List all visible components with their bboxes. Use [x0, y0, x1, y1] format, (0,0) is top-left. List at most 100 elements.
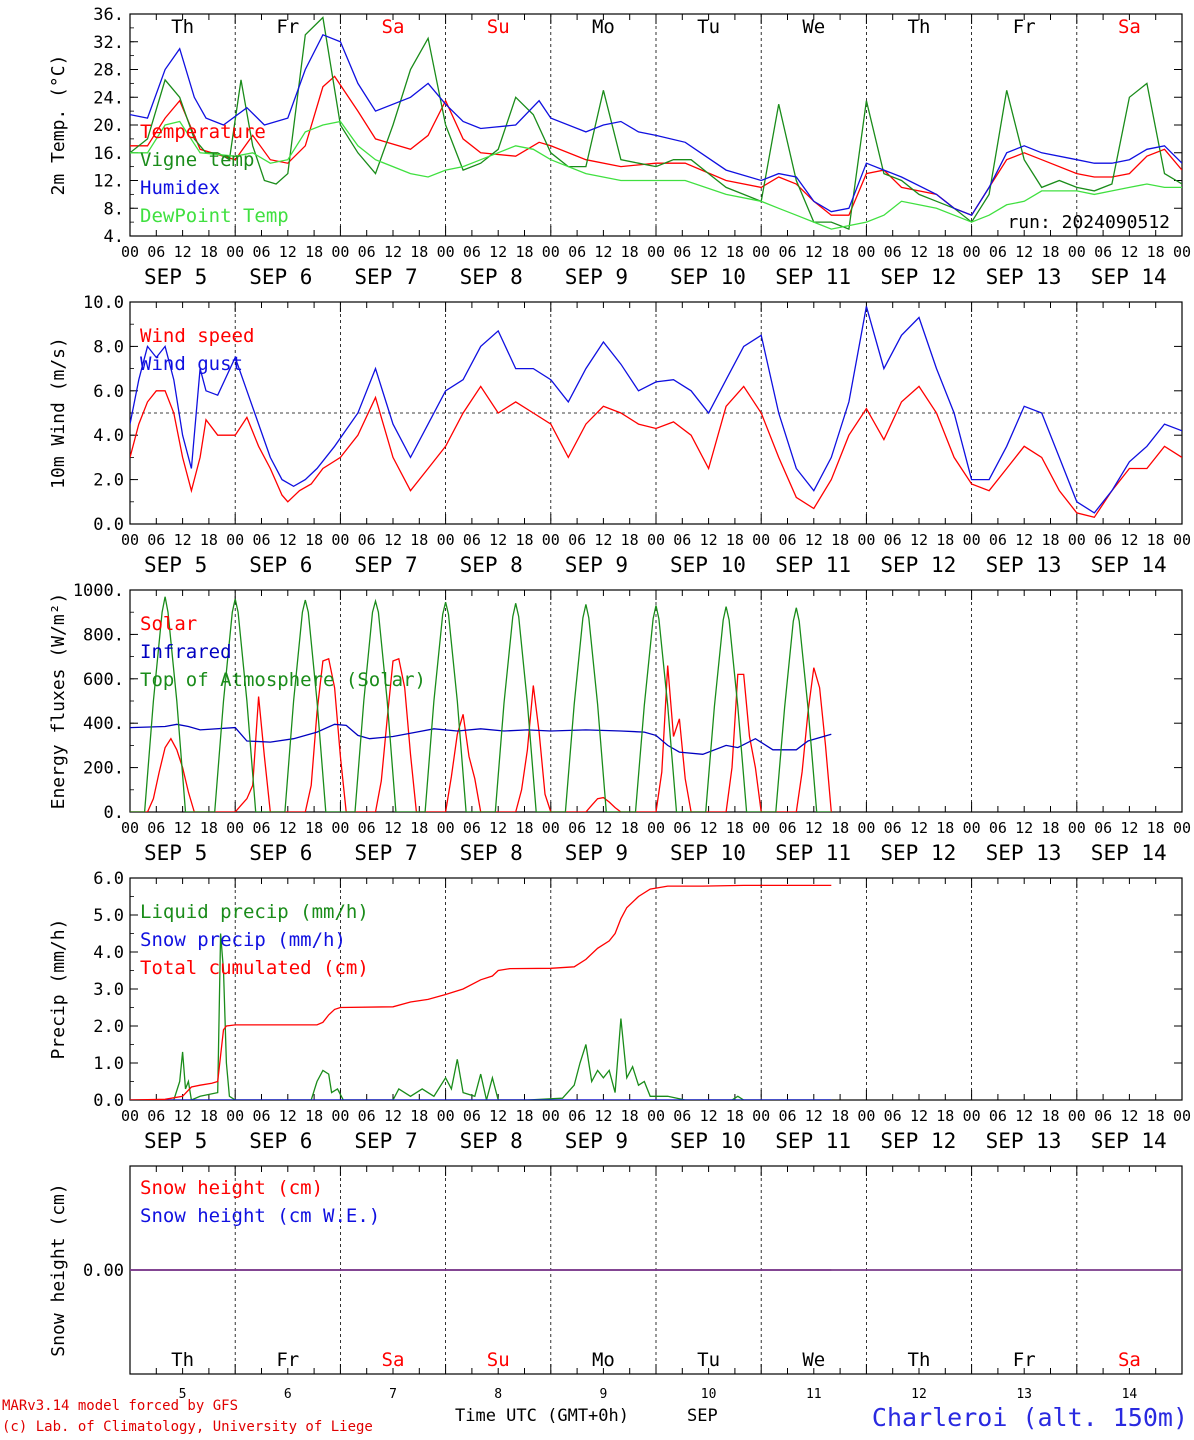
x-hour-label: 00 [1068, 819, 1086, 837]
x-date-label: SEP 11 [775, 1129, 851, 1153]
x-hour-label: 18 [515, 819, 533, 837]
x-hour-label: 06 [568, 531, 586, 549]
x-hour-label: 00 [226, 1107, 244, 1125]
x-hour-label: 18 [200, 819, 218, 837]
x-hour-label: 06 [989, 819, 1007, 837]
x-hour-label: 00 [331, 1107, 349, 1125]
y-tick-label: 24. [93, 88, 124, 108]
model-credit-line-1: MARv3.14 model forced by GFS [2, 1398, 239, 1414]
y-tick-label: 12. [93, 172, 124, 192]
x-date-label: SEP 7 [354, 841, 417, 865]
x-date-label: SEP 5 [144, 265, 207, 289]
x-hour-label: 12 [489, 819, 507, 837]
x-hour-label: 06 [778, 531, 796, 549]
x-date-label: SEP 6 [249, 265, 312, 289]
x-hour-label: 12 [1015, 1107, 1033, 1125]
x-hour-label: 06 [147, 243, 165, 261]
x-hour-label: 18 [515, 1107, 533, 1125]
x-hour-label: 06 [252, 531, 270, 549]
y-tick-label: 36. [93, 5, 124, 25]
x-hour-label: 18 [410, 531, 428, 549]
x-date-label: SEP 6 [249, 841, 312, 865]
x-date-label: SEP 12 [880, 1129, 956, 1153]
x-hour-label: 12 [489, 243, 507, 261]
x-hour-label: 00 [963, 819, 981, 837]
x-day-number: 6 [284, 1387, 292, 1402]
x-day-number: 11 [806, 1387, 822, 1402]
x-date-label: SEP 11 [775, 553, 851, 577]
x-hour-label: 12 [384, 1107, 402, 1125]
x-date-label: SEP 5 [144, 1129, 207, 1153]
x-hour-label: 00 [121, 531, 139, 549]
x-date-label: SEP 13 [986, 1129, 1062, 1153]
x-hour-label: 18 [200, 531, 218, 549]
x-hour-label: 18 [1147, 531, 1165, 549]
x-hour-label: 18 [726, 1107, 744, 1125]
y-tick-label: 0.00 [83, 1261, 124, 1281]
x-hour-label: 06 [673, 1107, 691, 1125]
x-hour-label: 06 [147, 1107, 165, 1125]
x-hour-label: 12 [700, 243, 718, 261]
x-hour-label: 06 [358, 1107, 376, 1125]
day-name-label: Sa [382, 1349, 405, 1371]
x-date-label: SEP 12 [880, 553, 956, 577]
y-axis-title: 10m Wind (m/s) [48, 337, 69, 489]
day-name-label: Fr [276, 1349, 299, 1371]
x-hour-label: 12 [384, 531, 402, 549]
y-tick-label: 0.0 [93, 1091, 124, 1111]
x-date-label: SEP 13 [986, 553, 1062, 577]
x-hour-label: 18 [200, 243, 218, 261]
x-hour-label: 00 [1173, 531, 1191, 549]
y-tick-label: 1.0 [93, 1054, 124, 1074]
x-hour-label: 12 [1015, 819, 1033, 837]
x-hour-label: 00 [542, 243, 560, 261]
x-date-label: SEP 11 [775, 841, 851, 865]
day-name-label: We [802, 16, 825, 38]
x-hour-label: 00 [1173, 243, 1191, 261]
x-hour-label: 00 [963, 531, 981, 549]
x-day-number: 12 [911, 1387, 927, 1402]
x-hour-label: 18 [410, 1107, 428, 1125]
chart-panel-3: 0. 200. 400. 600. 800. 1000. 00 06 12 18 SEP 5 00 06… [48, 581, 1191, 865]
x-date-label: SEP 9 [565, 841, 628, 865]
x-hour-label: 00 [437, 531, 455, 549]
y-tick-label: 28. [93, 61, 124, 81]
x-date-label: SEP 14 [1091, 841, 1167, 865]
x-hour-label: 12 [594, 819, 612, 837]
x-hour-label: 00 [857, 531, 875, 549]
x-date-label: SEP 9 [565, 553, 628, 577]
x-hour-label: 00 [857, 819, 875, 837]
x-date-label: SEP 7 [354, 1129, 417, 1153]
day-name-label: Fr [276, 16, 299, 38]
y-tick-label: 800. [83, 625, 124, 645]
x-hour-label: 00 [542, 1107, 560, 1125]
x-hour-label: 18 [200, 1107, 218, 1125]
y-tick-label: 200. [83, 759, 124, 779]
y-tick-label: 0.0 [93, 515, 124, 535]
x-hour-label: 18 [936, 243, 954, 261]
x-hour-label: 18 [515, 243, 533, 261]
x-hour-label: 06 [568, 243, 586, 261]
x-hour-label: 12 [489, 531, 507, 549]
chart-panel-2: 0.0 2.0 4.0 6.0 8.0 10.0 00 06 12 18 SEP 5 00 06 12 18… [48, 293, 1191, 577]
x-date-label: SEP 7 [354, 265, 417, 289]
x-date-label: SEP 6 [249, 1129, 312, 1153]
x-hour-label: 06 [989, 1107, 1007, 1125]
x-hour-label: 18 [726, 531, 744, 549]
x-date-label: SEP 10 [670, 265, 746, 289]
x-hour-label: 00 [1068, 531, 1086, 549]
x-hour-label: 00 [1173, 819, 1191, 837]
x-day-number: 8 [494, 1387, 502, 1402]
x-hour-label: 06 [884, 243, 902, 261]
y-tick-label: 2.0 [93, 471, 124, 491]
x-date-label: SEP 13 [986, 841, 1062, 865]
x-hour-label: 00 [963, 243, 981, 261]
x-hour-label: 12 [174, 1107, 192, 1125]
legend-entry: Top of Atmosphere (Solar) [140, 669, 426, 691]
series-line-top-of-atmosphere-solar- [130, 596, 832, 812]
x-date-label: SEP 7 [354, 553, 417, 577]
x-hour-label: 18 [831, 819, 849, 837]
x-hour-label: 12 [910, 243, 928, 261]
x-hour-label: 12 [174, 819, 192, 837]
